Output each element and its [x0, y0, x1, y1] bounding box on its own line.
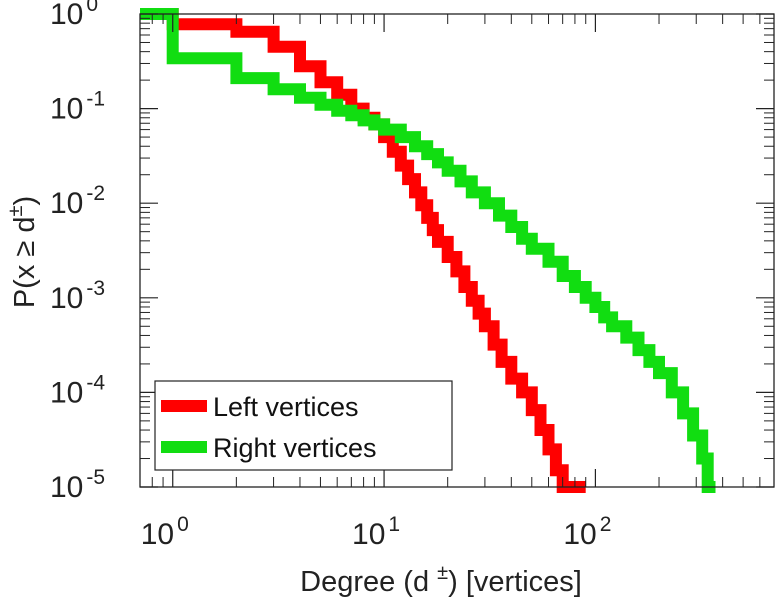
x-tick-label: 10 1 — [352, 513, 400, 551]
y-tick-label: 10 -5 — [50, 466, 105, 504]
y-axis-label: P(x ≥ d±) — [5, 196, 41, 308]
x-axis-label-sup: ± — [437, 562, 448, 584]
x-tick-label: 10 2 — [563, 513, 611, 551]
series-right-vertices — [140, 8, 716, 493]
x-axis-label-suffix: ) [vertices] — [448, 566, 582, 598]
y-axis-label-sup: ± — [5, 205, 27, 216]
series-left-vertices — [140, 8, 586, 493]
x-tick-labels: 10 0 10 1 10 2 — [141, 513, 612, 551]
y-tick-label: 10 -4 — [50, 371, 105, 409]
legend-label-right-vertices: Right vertices — [213, 433, 377, 463]
y-tick-label: 10 -2 — [50, 182, 105, 220]
series-layer — [140, 8, 716, 493]
x-tick-label: 10 0 — [141, 513, 189, 551]
y-tick-label: 10 -3 — [50, 277, 105, 315]
plot-frame — [139, 13, 775, 488]
y-tick-label: 10 -1 — [50, 88, 105, 126]
x-axis-label: Degree (d ±) [vertices] — [300, 562, 582, 598]
legend-label-left-vertices: Left vertices — [213, 392, 359, 422]
y-axis-label-suffix: ) — [9, 196, 41, 206]
minor-ticks — [139, 14, 775, 487]
y-tick-label: 10 0 — [50, 0, 98, 31]
legend-box — [154, 380, 453, 471]
x-axis-label-prefix: Degree (d — [300, 566, 437, 598]
y-axis-label-prefix: P(x ≥ d — [9, 216, 41, 308]
legend: Left vertices Right vertices — [154, 380, 453, 471]
